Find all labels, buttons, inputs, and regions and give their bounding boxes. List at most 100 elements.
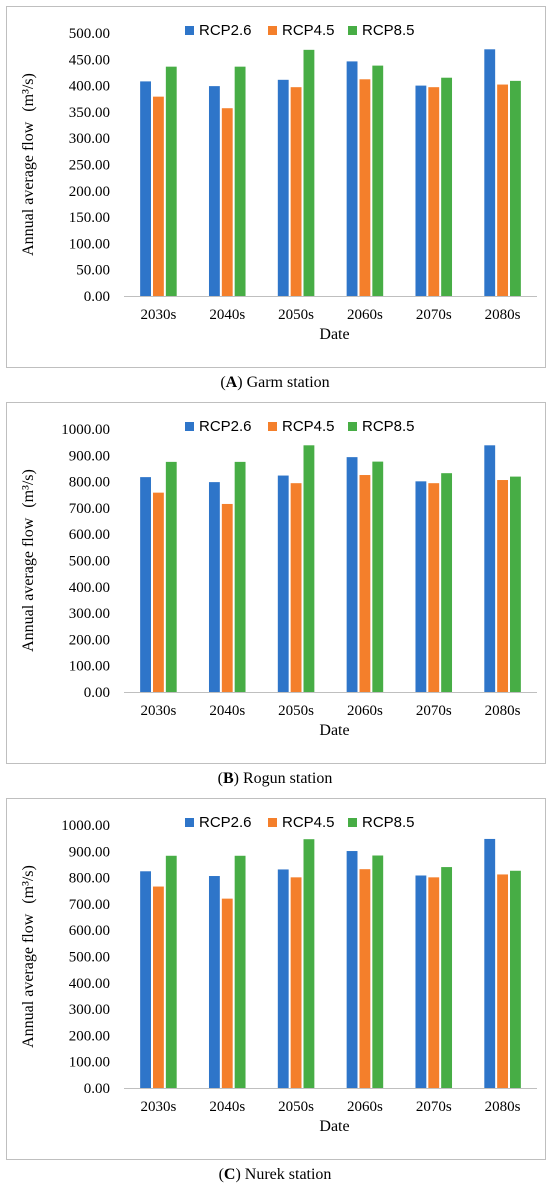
y-tick-label: 800.00 [69,475,110,491]
x-tick-label: 2030s [140,1099,176,1115]
y-axis-title-unit: (m³/s) [20,73,37,112]
bar-rcp45-2030s [152,886,164,1088]
x-tick-label: 2050s [278,703,314,719]
legend-label: RCP4.5 [282,814,335,831]
y-tick-label: 1000.00 [61,818,110,834]
y-tick-label: 50.00 [76,263,110,279]
y-tick-label: 0.00 [84,685,110,701]
caption-letter: A [225,374,238,391]
bar-rcp26-2050s [277,79,289,297]
bar-rcp45-2030s [152,96,164,296]
bar-rcp85-2030s [165,461,177,692]
x-tick-label: 2080s [485,307,521,323]
figure-caption-a: (A) Garm station [220,374,330,391]
bar-rcp26-2070s [415,875,427,1088]
bar-rcp45-2040s [221,108,233,296]
bar-rcp85-2060s [372,65,384,296]
bar-rcp26-2030s [140,477,151,692]
bar-rcp26-2080s [484,838,496,1088]
figure-caption-c: (C) Nurek station [218,1166,332,1183]
y-tick-label: 250.00 [69,158,110,174]
bar-rcp45-2080s [497,480,509,692]
y-tick-label: 900.00 [69,844,110,860]
y-tick-label: 500.00 [69,26,110,42]
bar-rcp26-2050s [277,869,289,1088]
bar-rcp85-2060s [372,461,384,692]
legend-swatch-rcp45 [268,26,277,35]
y-tick-label: 100.00 [69,236,110,252]
legend-swatch-rcp85 [348,818,357,827]
bar-rcp45-2050s [290,877,302,1088]
y-tick-label: 450.00 [69,52,110,68]
bar-rcp85-2080s [510,476,521,692]
caption-letter: C [223,1166,236,1183]
x-tick-label: 2040s [209,1099,245,1115]
y-axis-title: Annual average flow (m³/s) [20,469,37,652]
bar-rcp85-2070s [441,77,453,297]
bar-rcp85-2060s [372,855,384,1088]
bar-chart-garm: 0.00 50.00 100.00 150.00 200.00 250.00 300.00 3… [20,22,537,343]
bar-rcp85-2030s [165,855,177,1088]
bar-rcp26-2040s [208,86,220,296]
x-tick-label: 2030s [140,703,176,719]
chart-panel-garm: 0.00 50.00 100.00 150.00 200.00 250.00 300.00 3… [6,6,546,368]
y-tick-label: 400.00 [69,976,110,992]
x-tick-label: 2050s [278,307,314,323]
legend-swatch-rcp85 [348,422,357,431]
x-tick-label: 2040s [209,703,245,719]
bar-rcp85-2040s [234,855,246,1088]
y-axis-title-text: Annual average flow [20,913,37,1048]
y-tick-label: 100.00 [69,1055,110,1071]
y-tick-label: 400.00 [69,79,110,95]
bar-rcp45-2040s [221,898,233,1088]
y-tick-label: 100.00 [69,659,110,675]
y-tick-label: 500.00 [69,554,110,570]
y-tick-label: 500.00 [69,950,110,966]
y-tick-label: 0.00 [84,1081,110,1097]
bar-rcp45-2070s [428,87,440,296]
bar-rcp45-2060s [359,869,371,1088]
bar-rcp85-2070s [441,867,453,1088]
y-tick-label: 600.00 [69,923,110,939]
bar-rcp26-2030s [140,81,151,296]
legend-label: RCP8.5 [362,814,415,831]
y-tick-label: 0.00 [84,289,110,305]
bar-rcp26-2060s [346,457,358,692]
bar-rcp26-2040s [208,876,220,1088]
bar-rcp85-2080s [510,80,521,296]
x-tick-label: 2040s [209,307,245,323]
y-tick-label: 900.00 [69,448,110,464]
caption-text: Rogun station [242,770,333,787]
legend-label: RCP8.5 [362,22,415,39]
caption-text: Garm station [246,374,330,391]
y-tick-label: 800.00 [69,871,110,887]
y-axis-title-text: Annual average flow [20,517,37,652]
bar-rcp45-2050s [290,483,302,692]
y-tick-label: 600.00 [69,527,110,543]
y-axis-title: Annual average flow (m³/s) [20,73,37,256]
x-tick-label: 2070s [416,1099,452,1115]
y-axis-title: Annual average flow (m³/s) [20,865,37,1048]
y-axis-title-text: Annual average flow [20,121,37,256]
legend-swatch-rcp26 [185,422,194,431]
legend-label: RCP2.6 [199,814,252,831]
bar-rcp45-2060s [359,79,371,297]
y-tick-label: 1000.00 [61,422,110,438]
bar-rcp45-2080s [497,84,509,296]
y-tick-label: 300.00 [69,606,110,622]
bar-rcp45-2060s [359,475,371,692]
y-tick-label: 400.00 [69,580,110,596]
y-tick-label: 350.00 [69,105,110,121]
legend-label: RCP2.6 [199,418,252,435]
x-tick-label: 2060s [347,1099,383,1115]
legend-swatch-rcp45 [268,422,277,431]
bar-rcp85-2050s [303,49,315,296]
bar-rcp85-2050s [303,445,315,692]
bar-rcp45-2050s [290,87,302,296]
bar-rcp85-2030s [165,66,177,296]
y-tick-label: 700.00 [69,897,110,913]
caption-letter: B [222,770,234,787]
y-tick-label: 200.00 [69,632,110,648]
bar-rcp26-2060s [346,61,358,297]
y-tick-label: 200.00 [69,1028,110,1044]
